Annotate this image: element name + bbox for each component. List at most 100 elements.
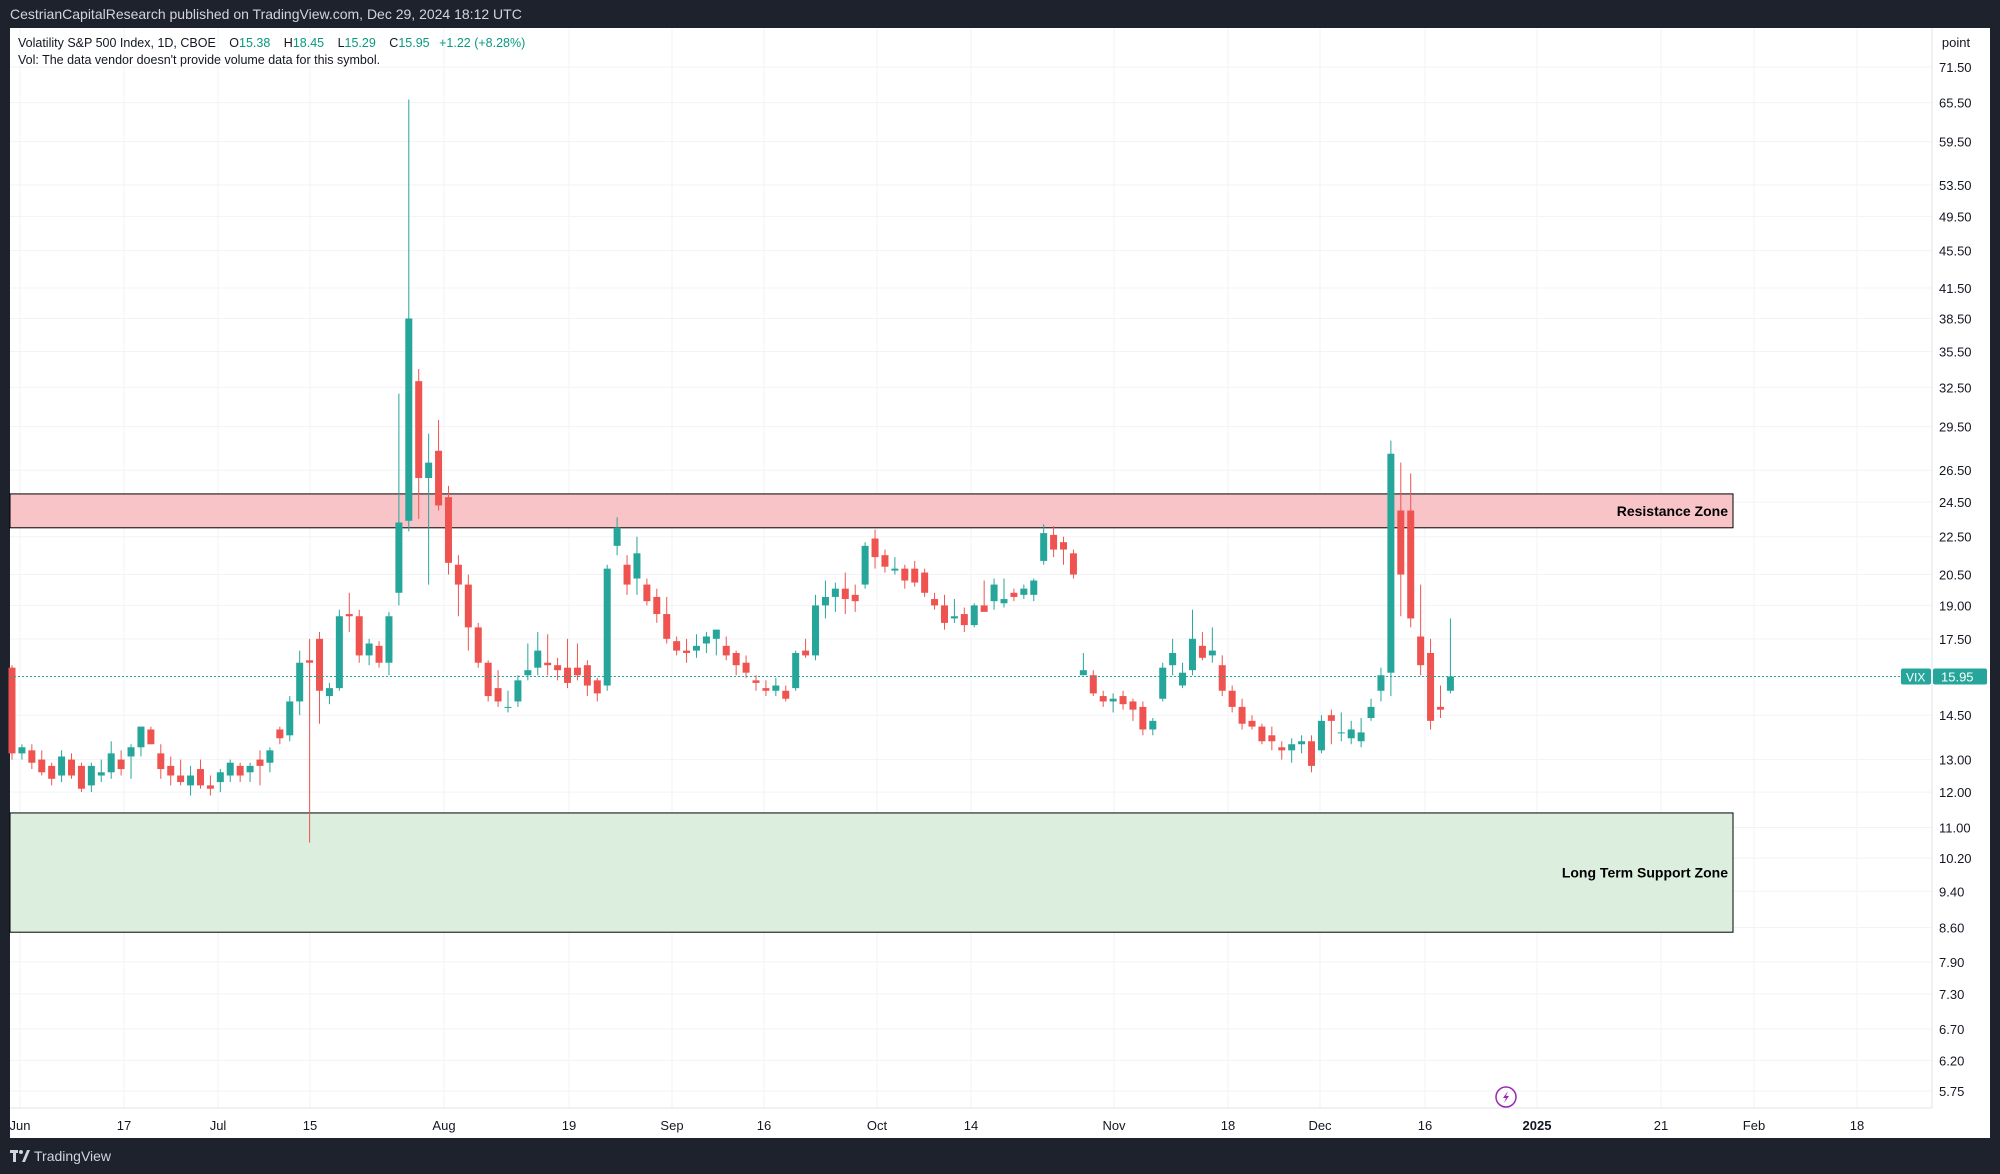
candle [206,775,214,796]
candle-body [187,775,195,786]
close-label: C [389,36,399,50]
candle [1179,662,1187,689]
candle-body [444,497,452,563]
candle [236,762,244,783]
candle-body [1000,599,1008,604]
candle [1238,698,1246,730]
candle [752,675,760,691]
candle [960,607,968,632]
candle [137,726,145,757]
candle [1308,735,1316,773]
candle [107,741,115,779]
time-tick-label: 18 [1221,1118,1235,1133]
candle-body [167,765,175,776]
candle-body [435,450,443,506]
candle-body [425,462,433,478]
resistance-zone [9,493,1734,529]
candle [643,578,651,606]
candle-body [702,636,710,644]
candle-body [514,680,522,702]
candle [8,665,16,760]
candle [1198,631,1206,661]
candle-body [1397,510,1405,575]
volume-note: Vol: The data vendor doesn't provide vol… [18,53,381,67]
candle [1278,741,1286,760]
candle [1347,720,1355,745]
candle [851,584,859,612]
candle-body [117,759,125,770]
candle-body [157,753,165,770]
candle [593,677,601,702]
lightning-icon[interactable] [1495,1086,1517,1108]
candle-body [970,605,978,626]
candle [1427,638,1435,730]
candle [1119,690,1127,710]
candle-body [1377,675,1385,691]
candle-body [643,584,651,602]
price-tick-label: 65.50 [1939,96,1972,111]
candle [1109,693,1117,713]
candle [950,599,958,623]
candle [980,580,988,612]
candle [316,631,324,724]
footer-brand: TradingView [34,1148,112,1164]
time-tick-label: 19 [562,1118,576,1133]
candle [871,529,879,569]
candle-body [484,662,492,697]
candle [1357,718,1365,748]
candle-body [276,729,284,739]
candle [1060,536,1068,565]
price-tick-label: 9.40 [1939,884,1964,899]
candle-body [1109,698,1117,702]
candle [1208,627,1216,663]
support-zone-label: Long Term Support Zone [1562,865,1728,881]
candle [821,580,829,619]
candle [1397,462,1405,617]
candle [1407,473,1415,628]
legend-ohlc-row: Volatility S&P 500 Index, 1D, CBOE O15.3… [18,35,525,52]
candle-body [623,564,631,585]
candle [1337,712,1345,742]
candle-body [1208,650,1216,656]
candle [782,685,790,702]
price-tick-label: 59.50 [1939,135,1972,150]
candle [226,759,234,783]
price-tick-label: 19.00 [1939,598,1972,613]
resistance-zone-label: Resistance Zone [1617,503,1728,519]
candle-body [792,652,800,689]
time-tick-label: 14 [964,1118,978,1133]
candle-body [226,762,234,776]
candle-body [256,759,264,766]
candle [444,485,452,575]
candle-body [802,650,810,656]
candle [1258,723,1266,745]
candle [891,557,899,575]
candle-body [931,599,939,606]
open-label: O [229,36,240,50]
candle-body [1446,676,1454,691]
candle-body [871,538,879,558]
candle [1099,690,1107,707]
chart-grid [10,28,1932,1108]
candle [613,517,621,556]
candle-body [1268,735,1276,742]
candle-body [613,527,621,546]
candle-body [1337,732,1345,734]
candle-body [1030,580,1038,595]
candle [1417,584,1425,676]
price-axis-unit: point [1942,35,1971,50]
candle [544,634,552,676]
candle [296,650,304,716]
candle-body [97,772,105,776]
candle [157,744,165,779]
price-tick-label: 41.50 [1939,281,1972,296]
candle-body [1040,533,1048,561]
candle-body [365,643,373,656]
candle [335,609,343,691]
candle-body [752,680,760,683]
candle-body [831,588,839,597]
left-frame [0,28,10,1138]
price-axis: point 71.50 65.50 59.50 53.50 49.50 45.50 41.50… [1931,28,1972,1108]
candle [385,611,393,676]
